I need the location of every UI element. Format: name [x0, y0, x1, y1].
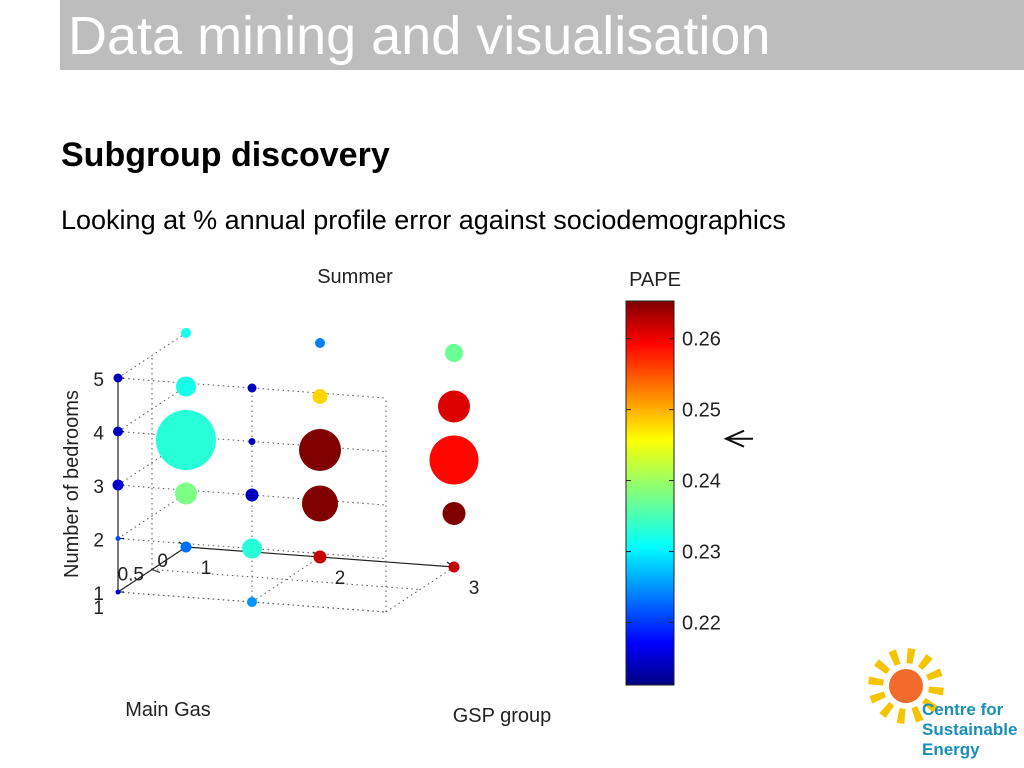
- y-tick-label: 1: [93, 598, 104, 619]
- z-tick-label: 1: [93, 584, 104, 605]
- data-point: [429, 435, 479, 485]
- grid-line: [251, 556, 321, 603]
- sun-ray: [922, 697, 938, 713]
- sun-ray: [926, 668, 943, 681]
- y-tick-label: 0: [157, 551, 168, 572]
- data-point: [438, 390, 470, 423]
- data-point: [247, 383, 257, 393]
- x-tick-label: 3: [469, 578, 480, 599]
- data-point: [302, 485, 338, 522]
- logo-text: Centre for Sustainable Energy: [922, 700, 1017, 760]
- sun-ray: [917, 654, 933, 670]
- data-point: [180, 541, 192, 553]
- colorbar-ticks: 0.22 0.23 0.24 0.25 0.26: [626, 329, 721, 635]
- data-point: [313, 550, 327, 564]
- data-point: [315, 338, 325, 348]
- colorbar-tick-label: 0.23: [682, 542, 721, 564]
- data-point: [115, 536, 121, 541]
- z-tick-label: 4: [93, 424, 104, 445]
- colorbar-tick-label: 0.26: [682, 329, 721, 351]
- y-tick: [151, 568, 161, 574]
- grid-line: [117, 439, 187, 486]
- sun-ray: [879, 702, 895, 718]
- logo-line-3: Energy: [922, 740, 980, 759]
- sun-ray: [869, 691, 886, 704]
- slide-subtitle: Subgroup discovery: [61, 136, 390, 174]
- x-tick-label: 1: [201, 558, 212, 579]
- z-tick-label: 3: [93, 477, 104, 498]
- chart-title: Summer: [317, 266, 393, 288]
- logo-line-1: Centre for: [922, 700, 1004, 719]
- data-point: [181, 328, 191, 338]
- data-point: [115, 589, 121, 595]
- points-layer: [112, 328, 479, 607]
- data-point: [442, 502, 466, 525]
- grid-line: [117, 332, 187, 379]
- sun-ray: [906, 648, 916, 664]
- cse-sun-logo-icon: [868, 648, 944, 724]
- sun-icon: [889, 669, 923, 703]
- logo-line-2: Sustainable: [922, 720, 1018, 739]
- data-point: [175, 482, 197, 505]
- y-axis-label: Main Gas: [125, 699, 211, 721]
- slide-title: Data mining and visualisation: [68, 6, 771, 66]
- data-point: [156, 410, 216, 470]
- slide-body-text: Looking at % annual profile error agains…: [61, 205, 786, 235]
- sun-ray: [911, 706, 924, 723]
- sun-rays: [868, 648, 944, 724]
- colorbar-gradient: [625, 300, 675, 686]
- sun-ray: [874, 659, 890, 675]
- colorbar-tick-label: 0.25: [682, 400, 721, 422]
- data-point: [247, 597, 257, 607]
- z-axis-label: Number of bedrooms: [61, 390, 83, 578]
- sun-ray: [888, 649, 901, 666]
- colorbar-tick-label: 0.22: [682, 613, 721, 635]
- x-axis-label: GSP group: [453, 705, 552, 727]
- data-point: [445, 344, 463, 362]
- sun-ray: [928, 686, 944, 696]
- data-point: [112, 479, 124, 491]
- data-point: [242, 538, 262, 559]
- data-point: [299, 429, 341, 471]
- data-point: [176, 376, 196, 397]
- colorbar: PAPE 0.22 0.23 0.24 0.25 0.26: [625, 269, 721, 686]
- sun-ray: [868, 676, 884, 686]
- z-tick-label: 2: [93, 531, 104, 552]
- data-point: [312, 389, 328, 404]
- left-arrow-icon: [723, 429, 753, 448]
- colorbar-label: PAPE: [629, 269, 681, 291]
- z-tick-label: 5: [93, 370, 104, 391]
- data-point: [248, 438, 256, 445]
- grid-line: [117, 493, 187, 539]
- data-point: [113, 373, 123, 383]
- x-tick-label: 2: [335, 568, 346, 589]
- data-point: [245, 488, 259, 502]
- sun-ray: [896, 708, 906, 724]
- grid-layer: [117, 332, 455, 613]
- colorbar-tick-label: 0.24: [682, 471, 721, 493]
- title-bar: Data mining and visualisation: [60, 0, 1024, 70]
- data-point: [113, 426, 123, 437]
- grid-line: [385, 566, 455, 613]
- data-point: [448, 561, 460, 573]
- y-tick-label: 0.5: [118, 565, 144, 586]
